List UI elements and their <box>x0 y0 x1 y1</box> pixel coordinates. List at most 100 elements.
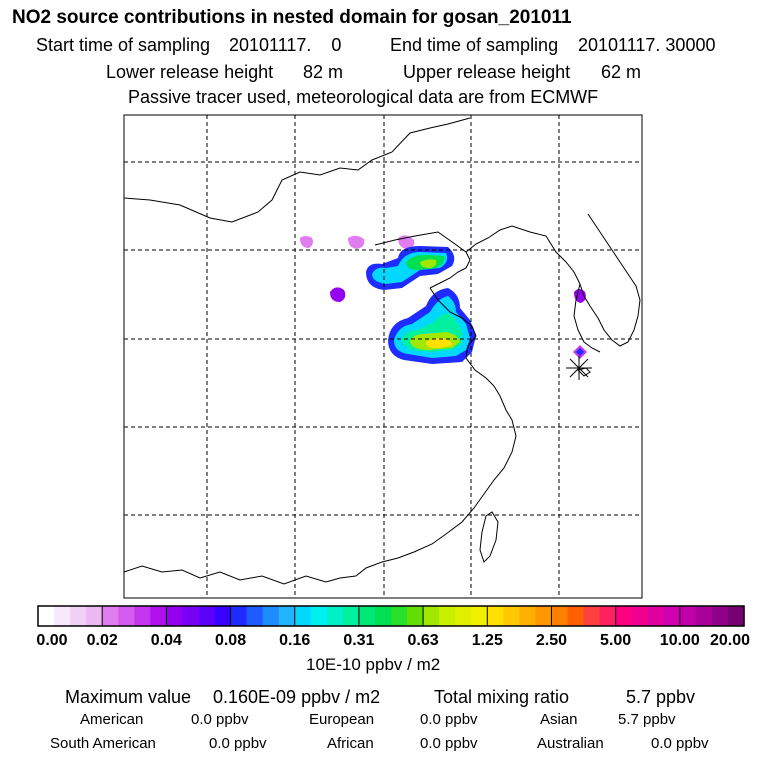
colorbar-tick-label: 20.00 <box>709 632 751 649</box>
colorbar-swatch <box>695 606 713 626</box>
start-time-label: Start time of sampling <box>36 35 211 55</box>
colorbar-swatch <box>423 606 440 626</box>
colorbar-swatch <box>86 606 103 626</box>
tracer-note: Passive tracer used, meteorological data… <box>128 87 599 107</box>
source-plumes <box>300 235 587 364</box>
region-name: European <box>309 711 375 728</box>
coastline-south <box>123 565 357 585</box>
colorbar-swatch <box>358 606 376 626</box>
colorbar-swatch <box>150 606 167 626</box>
colorbar-swatch <box>310 606 328 626</box>
coastline-shandong <box>355 287 517 577</box>
colorbar-swatch <box>278 606 296 626</box>
colorbar-swatch <box>615 606 633 626</box>
lower-release-value: 82 m <box>303 62 344 82</box>
colorbar-swatch <box>38 606 55 626</box>
region-name: Asian <box>540 711 578 728</box>
colorbar-tick-label: 0.00 <box>36 632 68 649</box>
colorbar-tick-label: 1.25 <box>471 632 503 649</box>
plume-gosan-vicinity <box>576 348 584 356</box>
colorbar-swatch <box>599 606 617 626</box>
coastline-liaodong <box>429 251 471 289</box>
colorbar-swatch <box>519 606 537 626</box>
total-mixing-label: Total mixing ratio <box>434 687 570 707</box>
colorbar-swatch <box>374 606 392 626</box>
colorbar-tick-label: 0.08 <box>214 632 247 649</box>
start-time-value: 20101117. 0 <box>229 35 342 55</box>
korea-peninsula <box>579 213 641 347</box>
region-value: 0.0 ppbv <box>651 735 709 752</box>
colorbar-tick-label: 5.00 <box>600 632 632 649</box>
colorbar-tick-label: 0.63 <box>407 632 439 649</box>
colorbar-swatch <box>471 606 488 626</box>
upper-release-label: Upper release height <box>403 62 571 82</box>
lower-release-label: Lower release height <box>106 62 274 82</box>
colorbar-tick-label: 10.00 <box>659 632 700 649</box>
region-name: Australian <box>537 735 604 752</box>
colorbar-swatch <box>102 606 119 626</box>
plume-north-west-b <box>348 235 365 249</box>
colorbar-tick-label: 2.50 <box>535 632 568 649</box>
colorbar-swatch <box>407 606 424 626</box>
colorbar <box>37 605 745 627</box>
colorbar-swatch <box>711 606 729 626</box>
end-time-label: End time of sampling <box>390 35 559 55</box>
region-name: American <box>80 711 144 728</box>
colorbar-swatch <box>503 606 520 626</box>
colorbar-tick-label: 0.31 <box>343 632 375 649</box>
colorbar-swatch <box>391 606 408 626</box>
coastline-north <box>123 117 471 223</box>
jeju-island <box>577 367 591 377</box>
colorbar-swatch <box>326 606 344 626</box>
end-time-value: 20101117. 30000 <box>578 35 716 55</box>
colorbar-swatch <box>679 606 697 626</box>
region-name: African <box>327 735 374 752</box>
colorbar-swatch <box>663 606 681 626</box>
plume-north-west-a <box>300 236 313 248</box>
coastline-bohai <box>374 225 581 285</box>
colorbar-swatch <box>567 606 585 626</box>
coastlines <box>123 117 641 585</box>
map-frame <box>123 114 643 599</box>
graticule <box>124 115 642 598</box>
max-value-label: Maximum value <box>65 687 192 707</box>
chart-title: NO2 source contributions in nested domai… <box>12 7 572 28</box>
max-value: 0.160E-09 ppbv / m2 <box>213 687 381 707</box>
colorbar-swatch <box>551 606 569 626</box>
region-value: 0.0 ppbv <box>191 711 249 728</box>
colorbar-swatch <box>631 606 649 626</box>
colorbar-swatch <box>647 606 665 626</box>
plume-western-spot <box>330 287 346 302</box>
colorbar-tick-label: 0.02 <box>86 632 118 649</box>
colorbar-tick-label: 0.04 <box>150 632 182 649</box>
region-value: 0.0 ppbv <box>209 735 267 752</box>
colorbar-swatch <box>727 606 745 626</box>
colorbar-unit: 10E-10 ppbv / m2 <box>306 655 441 674</box>
colorbar-swatch <box>294 606 312 626</box>
region-name: South American <box>50 735 156 752</box>
colorbar-swatch <box>535 606 553 626</box>
colorbar-outline <box>37 605 745 627</box>
plume-beijing-tianjin-plume <box>420 259 437 268</box>
plume-shandong-plume <box>426 338 452 348</box>
colorbar-swatch <box>583 606 601 626</box>
colorbar-swatch <box>487 606 504 626</box>
colorbar-swatch <box>214 606 232 626</box>
colorbar-swatch <box>118 606 135 626</box>
region-value: 0.0 ppbv <box>420 735 478 752</box>
colorbar-swatch <box>262 606 280 626</box>
upper-release-value: 62 m <box>601 62 642 82</box>
colorbar-swatch <box>246 606 264 626</box>
colorbar-swatch <box>182 606 200 626</box>
taiwan-island <box>479 511 499 563</box>
colorbar-swatch <box>166 606 184 626</box>
colorbar-swatch <box>230 606 248 626</box>
colorbar-swatch <box>455 606 472 626</box>
colorbar-swatch <box>342 606 360 626</box>
colorbar-tick-label: 0.16 <box>279 632 311 649</box>
korea-west-coast <box>573 283 601 353</box>
colorbar-swatch <box>134 606 151 626</box>
colorbar-swatch <box>198 606 216 626</box>
colorbar-swatch <box>439 606 456 626</box>
